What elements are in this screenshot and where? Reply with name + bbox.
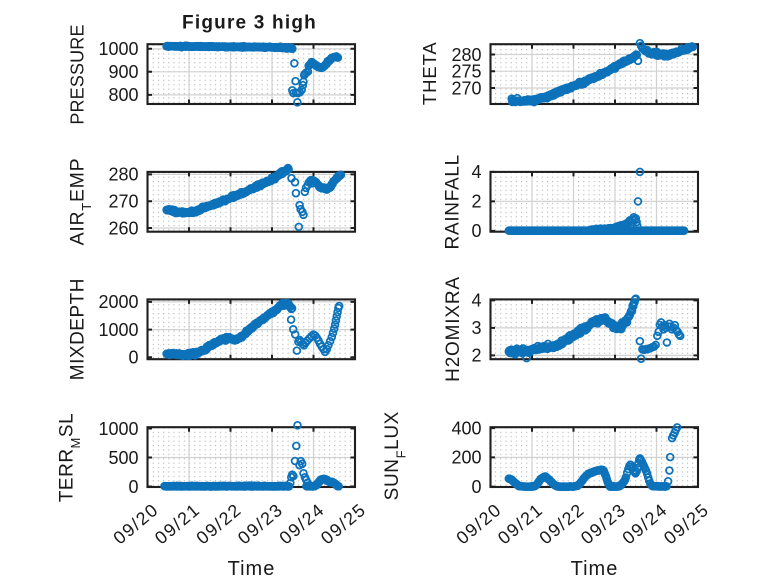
svg-text:Time: Time bbox=[571, 558, 619, 580]
svg-text:500: 500 bbox=[108, 448, 138, 468]
svg-text:1000: 1000 bbox=[98, 320, 138, 340]
svg-text:0: 0 bbox=[471, 477, 481, 497]
svg-text:275: 275 bbox=[451, 62, 481, 82]
svg-text:400: 400 bbox=[451, 418, 481, 438]
svg-text:280: 280 bbox=[451, 45, 481, 65]
svg-text:Figure 3 high: Figure 3 high bbox=[182, 13, 317, 34]
svg-text:H2OMIXRA: H2OMIXRA bbox=[443, 276, 464, 382]
svg-text:280: 280 bbox=[108, 165, 138, 185]
svg-text:1000: 1000 bbox=[98, 419, 138, 439]
svg-text:200: 200 bbox=[451, 448, 481, 468]
svg-text:MIXDEPTH: MIXDEPTH bbox=[68, 278, 89, 380]
svg-text:270: 270 bbox=[108, 192, 138, 212]
svg-text:270: 270 bbox=[451, 78, 481, 98]
svg-text:1000: 1000 bbox=[98, 39, 138, 59]
svg-text:0: 0 bbox=[128, 348, 138, 368]
svg-text:4: 4 bbox=[471, 162, 481, 182]
svg-text:Time: Time bbox=[228, 558, 276, 580]
svg-text:4: 4 bbox=[471, 291, 481, 311]
svg-text:2000: 2000 bbox=[98, 292, 138, 312]
svg-text:900: 900 bbox=[108, 62, 138, 82]
svg-text:0: 0 bbox=[471, 221, 481, 241]
svg-text:2: 2 bbox=[471, 192, 481, 212]
svg-text:260: 260 bbox=[108, 218, 138, 238]
svg-text:PRESSURE: PRESSURE bbox=[68, 24, 88, 124]
svg-text:800: 800 bbox=[108, 85, 138, 105]
svg-text:0: 0 bbox=[128, 477, 138, 497]
svg-text:THETA: THETA bbox=[419, 41, 440, 105]
svg-text:RAINFALL: RAINFALL bbox=[442, 154, 463, 249]
svg-text:3: 3 bbox=[471, 318, 481, 338]
svg-text:2: 2 bbox=[471, 346, 481, 366]
